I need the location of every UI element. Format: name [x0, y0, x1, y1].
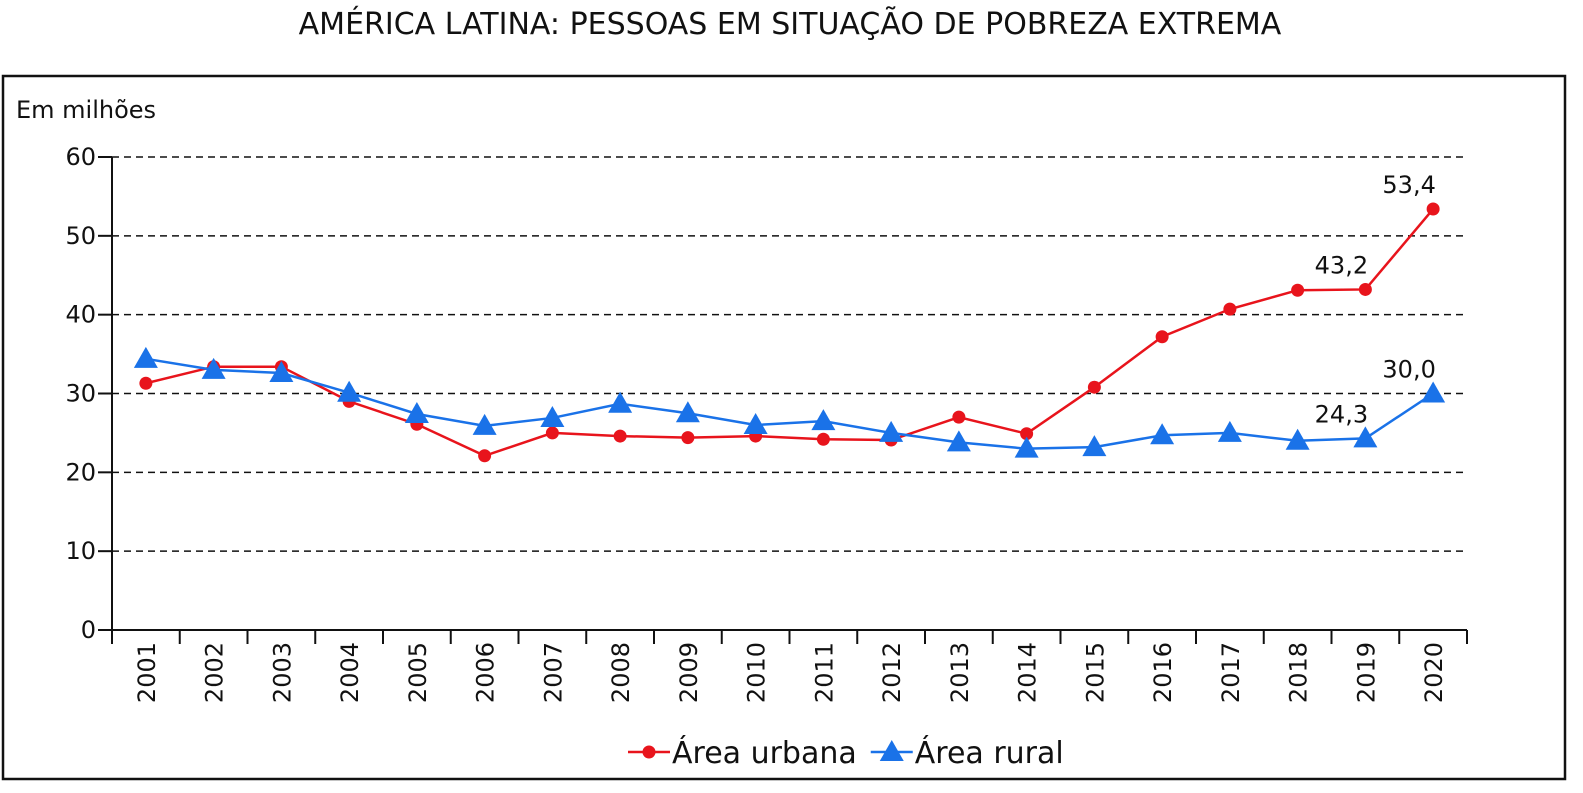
point: [337, 380, 362, 402]
point: [1020, 427, 1034, 441]
point: [1082, 435, 1107, 457]
x-tick-label: 2006: [472, 642, 500, 703]
x-tick-label: 2020: [1420, 642, 1448, 703]
x-tick-label: 2002: [201, 642, 229, 703]
point: [1155, 330, 1169, 344]
x-tick-label: 2018: [1285, 642, 1313, 703]
frame: [1, 74, 1567, 781]
point: [540, 405, 565, 427]
x-tick-label: 2004: [336, 642, 364, 703]
series: [139, 202, 1440, 463]
y-tick-label: 0: [81, 616, 96, 644]
x-tick-label: 2012: [878, 642, 906, 703]
point: [879, 740, 904, 761]
point: [1217, 420, 1242, 442]
y-tick-label: 50: [65, 222, 96, 250]
chart-title: AMÉRICA LATINA: PESSOAS EM SITUAÇÃO DE P…: [299, 6, 1282, 42]
point: [133, 346, 158, 368]
point: [1353, 426, 1378, 448]
point: [675, 401, 700, 423]
point: [642, 745, 656, 759]
y-tick-label: 10: [65, 537, 96, 565]
point: [1421, 381, 1446, 403]
x-tick-label: 2010: [743, 642, 771, 703]
legend-label: Área urbana: [672, 735, 857, 771]
point: [1426, 202, 1440, 216]
data-label: 24,3: [1315, 400, 1368, 428]
point: [1087, 380, 1101, 394]
x-tick-label: 2009: [675, 642, 703, 703]
y-tick-label: 60: [65, 143, 96, 171]
point: [879, 420, 904, 442]
point: [952, 410, 966, 424]
x-tick-label: 2005: [404, 642, 432, 703]
data-label: 53,4: [1382, 171, 1435, 199]
y-tick-label: 20: [65, 458, 96, 486]
legend-label: Área rural: [915, 735, 1064, 771]
point: [472, 413, 497, 435]
point: [946, 430, 971, 452]
point: [1285, 428, 1310, 450]
series-line: [145, 208, 1435, 458]
point: [681, 431, 695, 445]
point: [139, 376, 153, 390]
point: [201, 357, 226, 379]
data-label: 30,0: [1382, 356, 1435, 384]
x-tick-label: 2014: [1014, 642, 1042, 703]
point: [269, 361, 294, 383]
data-label: 43,2: [1315, 251, 1368, 279]
point: [1358, 282, 1372, 296]
point: [608, 391, 633, 413]
point: [613, 429, 627, 443]
point: [1223, 302, 1237, 316]
x-tick-label: 2008: [607, 642, 635, 703]
y-tick-label: 30: [65, 380, 96, 408]
point: [545, 426, 559, 440]
point: [1150, 423, 1175, 445]
x-tick-label: 2007: [539, 642, 567, 703]
point: [811, 409, 836, 431]
point: [816, 432, 830, 446]
x-tick-label: 2011: [810, 642, 838, 703]
x-tick-label: 2016: [1149, 642, 1177, 703]
x-tick-label: 2017: [1217, 642, 1245, 703]
x-tick-label: 2015: [1081, 642, 1109, 703]
x-tick-label: 2013: [946, 642, 974, 703]
point: [478, 449, 492, 463]
series: [133, 346, 1446, 458]
x-tick-label: 2001: [133, 642, 161, 703]
point: [1291, 283, 1305, 297]
y-tick-label: 40: [65, 301, 96, 329]
x-tick-label: 2019: [1352, 642, 1380, 703]
series-line: [145, 357, 1434, 450]
point: [1014, 436, 1039, 458]
point: [404, 401, 429, 423]
x-tick-label: 2003: [268, 642, 296, 703]
point: [743, 413, 768, 435]
y-axis-label: Em milhões: [16, 96, 156, 124]
